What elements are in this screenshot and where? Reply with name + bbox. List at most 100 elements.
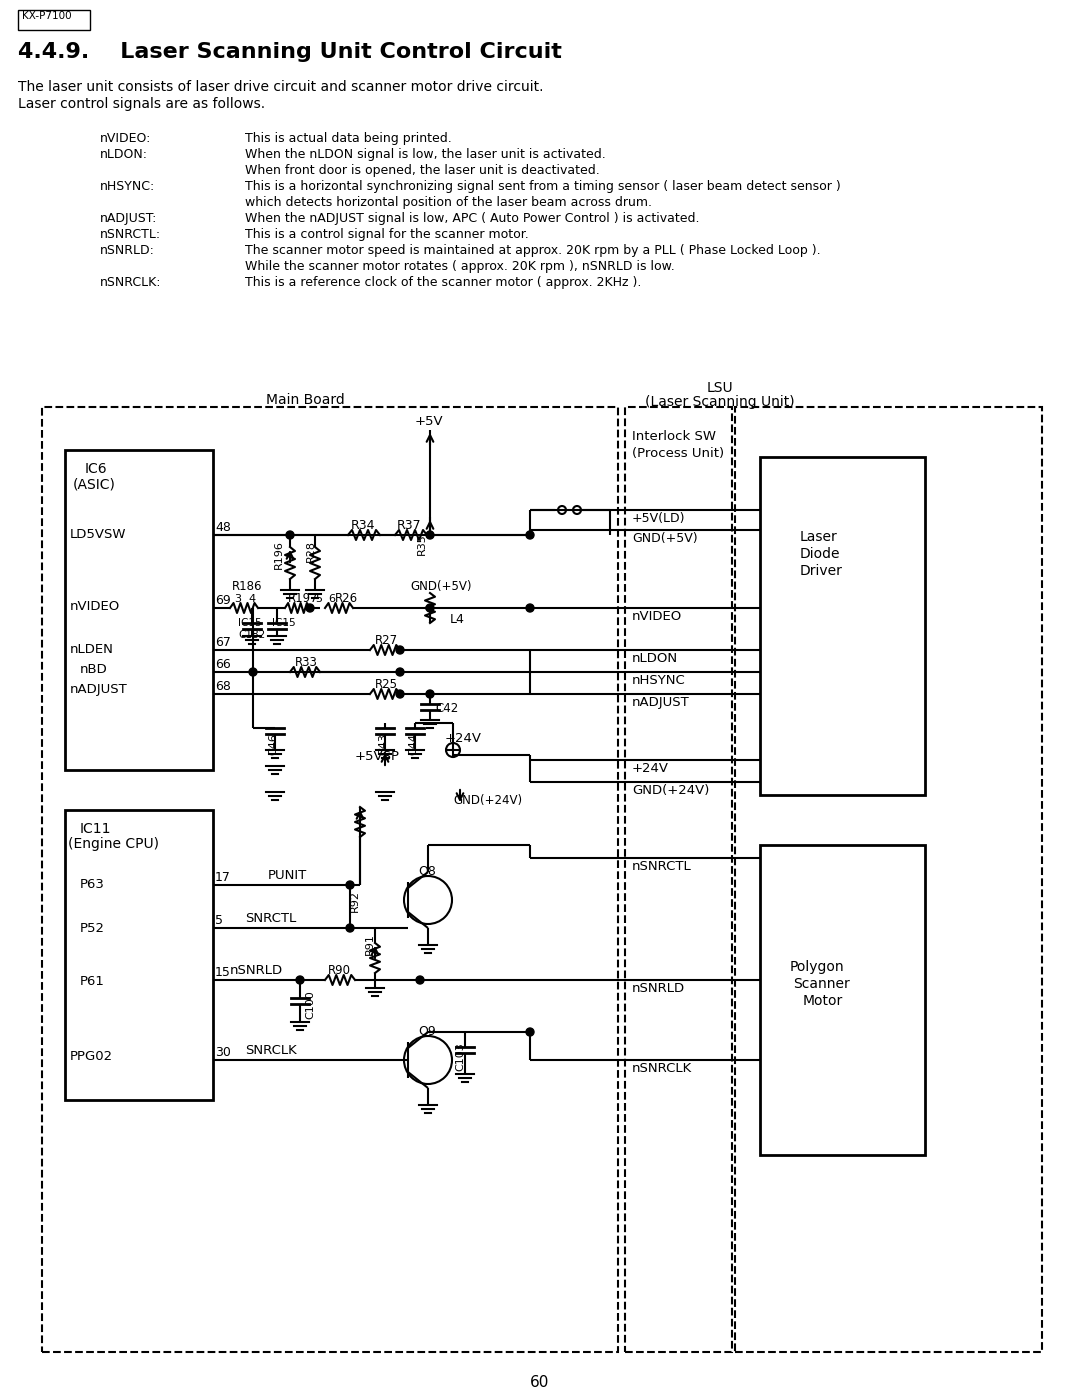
Text: Scanner: Scanner <box>793 977 850 990</box>
Bar <box>735 407 1042 1352</box>
Text: This is a control signal for the scanner motor.: This is a control signal for the scanner… <box>245 228 529 242</box>
Text: When front door is opened, the laser unit is deactivated.: When front door is opened, the laser uni… <box>245 163 599 177</box>
Text: R25: R25 <box>375 678 399 692</box>
Text: SNRCLK: SNRCLK <box>245 1044 297 1058</box>
Circle shape <box>296 977 303 983</box>
Text: R28: R28 <box>306 541 316 562</box>
Text: 4.4.9.    Laser Scanning Unit Control Circuit: 4.4.9. Laser Scanning Unit Control Circu… <box>18 42 562 61</box>
Text: R90: R90 <box>328 964 351 977</box>
Text: 48: 48 <box>215 521 231 534</box>
Circle shape <box>426 531 434 539</box>
Text: Main Board: Main Board <box>266 393 345 407</box>
Text: P52: P52 <box>80 922 105 935</box>
Text: nSNRLD: nSNRLD <box>632 982 685 995</box>
Text: Motor: Motor <box>804 995 843 1009</box>
Text: (ASIC): (ASIC) <box>73 476 116 490</box>
Text: nSNRCLK: nSNRCLK <box>632 1062 692 1076</box>
Bar <box>760 457 924 795</box>
Text: R197: R197 <box>288 592 319 605</box>
Text: PPG02: PPG02 <box>70 1051 113 1063</box>
Text: nSNRCLK:: nSNRCLK: <box>100 277 162 289</box>
Text: C43: C43 <box>378 733 388 754</box>
Text: LSU: LSU <box>706 381 733 395</box>
Circle shape <box>346 882 354 888</box>
Text: 6: 6 <box>328 594 335 604</box>
Circle shape <box>306 604 314 612</box>
Text: P61: P61 <box>80 975 105 988</box>
Text: +5VSP: +5VSP <box>355 750 400 763</box>
Text: 66: 66 <box>215 658 231 671</box>
Text: 68: 68 <box>215 680 231 693</box>
Text: R27: R27 <box>375 634 399 647</box>
Circle shape <box>396 668 404 676</box>
Text: R186: R186 <box>232 580 262 592</box>
Text: nSNRCTL:: nSNRCTL: <box>100 228 161 242</box>
Text: Polygon: Polygon <box>789 960 845 974</box>
Text: R35: R35 <box>417 534 427 555</box>
Bar <box>18 10 90 29</box>
Text: nSNRCTL: nSNRCTL <box>632 861 692 873</box>
Text: 5: 5 <box>215 914 222 928</box>
Text: +24V: +24V <box>445 732 482 745</box>
Text: KX-P7100: KX-P7100 <box>22 11 71 21</box>
Text: 5: 5 <box>315 594 322 604</box>
Text: 60: 60 <box>530 1375 550 1390</box>
Text: IC11: IC11 <box>80 821 111 835</box>
Text: IC6: IC6 <box>85 462 108 476</box>
Text: When the nLDON signal is low, the laser unit is activated.: When the nLDON signal is low, the laser … <box>245 148 606 161</box>
Text: This is actual data being printed.: This is actual data being printed. <box>245 131 451 145</box>
Text: SNRCTL: SNRCTL <box>245 912 296 925</box>
Text: 67: 67 <box>215 636 231 650</box>
Text: nVIDEO:: nVIDEO: <box>100 131 151 145</box>
Circle shape <box>249 668 257 676</box>
Circle shape <box>526 531 534 539</box>
Text: Interlock SW: Interlock SW <box>632 430 716 443</box>
Text: R92: R92 <box>350 890 360 912</box>
Text: This is a horizontal synchronizing signal sent from a timing sensor ( laser beam: This is a horizontal synchronizing signa… <box>245 180 840 193</box>
Circle shape <box>396 645 404 654</box>
Text: 69: 69 <box>215 594 231 608</box>
Text: Laser: Laser <box>800 529 838 543</box>
Text: (Engine CPU): (Engine CPU) <box>68 837 159 851</box>
Text: nHSYNC:: nHSYNC: <box>100 180 156 193</box>
Text: C182: C182 <box>238 630 266 640</box>
Text: 17: 17 <box>215 870 231 884</box>
Bar <box>760 845 924 1155</box>
Circle shape <box>526 604 534 612</box>
Text: GND(+5V): GND(+5V) <box>632 532 698 545</box>
Text: R34: R34 <box>351 520 376 532</box>
Text: nSNRLD:: nSNRLD: <box>100 244 154 257</box>
Circle shape <box>426 690 434 698</box>
Text: nHSYNC: nHSYNC <box>632 673 686 687</box>
Text: While the scanner motor rotates ( approx. 20K rpm ), nSNRLD is low.: While the scanner motor rotates ( approx… <box>245 260 675 272</box>
Text: nADJUST: nADJUST <box>70 683 127 696</box>
Text: C100: C100 <box>305 990 315 1018</box>
Text: nVIDEO: nVIDEO <box>70 599 120 613</box>
Circle shape <box>426 604 434 612</box>
Text: 3: 3 <box>234 594 241 604</box>
Circle shape <box>346 923 354 932</box>
Text: When the nADJUST signal is low, APC ( Auto Power Control ) is activated.: When the nADJUST signal is low, APC ( Au… <box>245 212 700 225</box>
Text: nLDON: nLDON <box>632 652 678 665</box>
Text: P63: P63 <box>80 877 105 891</box>
Text: GND(+24V): GND(+24V) <box>453 793 522 807</box>
Text: C44: C44 <box>408 733 418 754</box>
Text: (Laser Scanning Unit): (Laser Scanning Unit) <box>645 395 795 409</box>
Circle shape <box>416 977 424 983</box>
Bar <box>625 407 732 1352</box>
Text: (Process Unit): (Process Unit) <box>632 447 724 460</box>
Text: nLDON:: nLDON: <box>100 148 148 161</box>
Text: Q9: Q9 <box>418 1025 435 1038</box>
Circle shape <box>396 690 404 698</box>
Text: This is a reference clock of the scanner motor ( approx. 2KHz ).: This is a reference clock of the scanner… <box>245 277 642 289</box>
Text: L4: L4 <box>450 613 464 626</box>
Circle shape <box>286 531 294 539</box>
Text: nVIDEO: nVIDEO <box>632 610 683 623</box>
Text: Q8: Q8 <box>418 865 436 877</box>
Text: PUNIT: PUNIT <box>268 869 307 882</box>
Text: +5V(LD): +5V(LD) <box>632 511 686 525</box>
Text: nADJUST: nADJUST <box>632 696 690 710</box>
Text: which detects horizontal position of the laser beam across drum.: which detects horizontal position of the… <box>245 196 652 210</box>
Text: +24V: +24V <box>632 761 669 775</box>
Text: R26: R26 <box>335 592 359 605</box>
